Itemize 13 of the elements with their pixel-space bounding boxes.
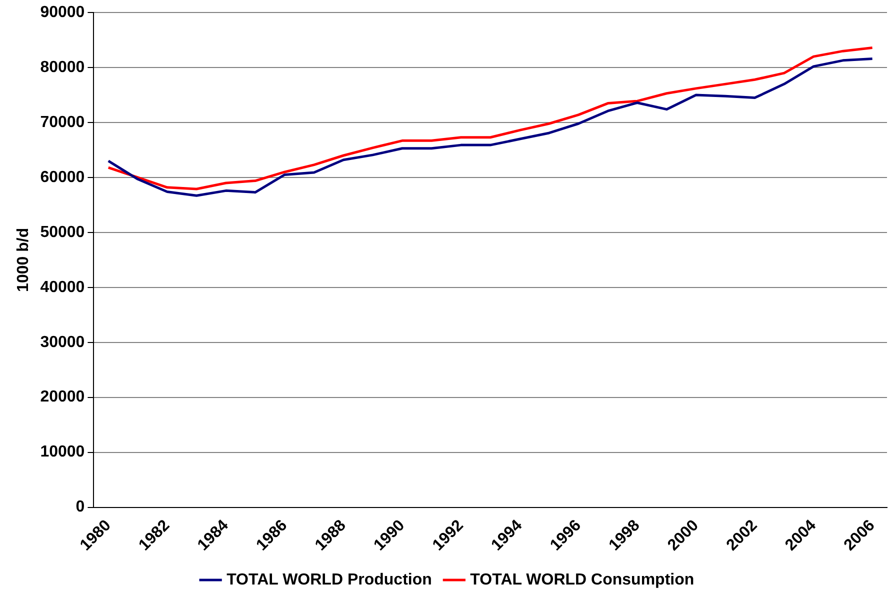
y-axis-title: 1000 b/d <box>15 228 32 292</box>
y-tick-label: 90000 <box>40 4 85 22</box>
y-tick-label: 40000 <box>40 278 85 296</box>
legend-label: TOTAL WORLD Consumption <box>470 571 694 588</box>
y-tick-label: 0 <box>76 498 85 516</box>
y-tick-label: 20000 <box>40 388 85 406</box>
y-tick-label: 80000 <box>40 58 85 76</box>
y-tick-label: 30000 <box>40 334 85 351</box>
legend-label: TOTAL WORLD Production <box>226 571 432 588</box>
y-tick-label: 60000 <box>40 168 85 186</box>
y-tick-label: 50000 <box>40 224 85 241</box>
y-tick-label: 10000 <box>40 444 85 461</box>
y-tick-label: 70000 <box>40 114 85 131</box>
